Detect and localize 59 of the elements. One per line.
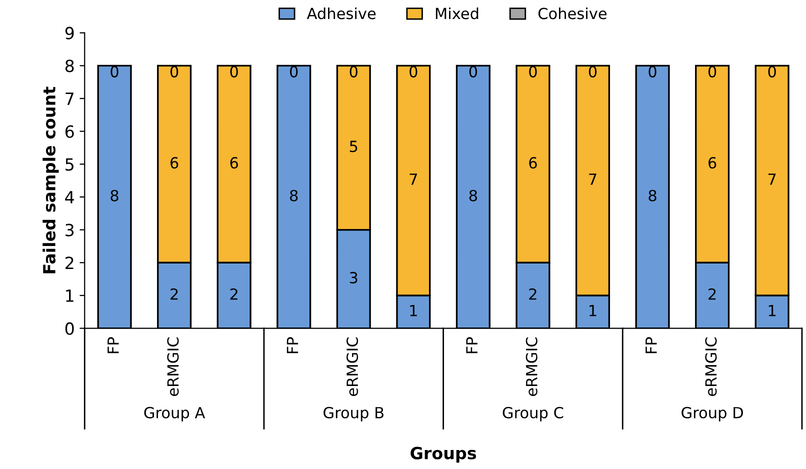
data-label: 0 <box>410 66 418 78</box>
y-tick-label: 3 <box>66 224 74 236</box>
legend-label: Cohesive <box>538 7 607 20</box>
data-label: 0 <box>469 66 478 78</box>
y-tick-label: 1 <box>66 290 74 302</box>
text: Group D <box>682 406 743 422</box>
data-label: 2 <box>529 288 536 300</box>
y-tick-label: 0 <box>65 322 74 335</box>
data-label: 0 <box>290 66 298 78</box>
data-label: 0 <box>110 66 118 78</box>
data-label: 0 <box>768 66 776 78</box>
data-label: 6 <box>230 157 238 169</box>
data-label: 2 <box>708 288 716 300</box>
data-label: 7 <box>768 174 776 185</box>
x-tick-label: FP <box>108 337 119 354</box>
data-label: 6 <box>529 157 537 169</box>
data-label: 5 <box>350 140 358 152</box>
legend-label: Adhesive <box>306 7 376 20</box>
data-label: 0 <box>588 66 597 78</box>
data-label: 0 <box>708 66 716 78</box>
x-tick-label: eRMGIC <box>705 337 717 396</box>
y-tick-label: 9 <box>65 26 74 40</box>
text: Group A <box>144 406 206 422</box>
data-label: 3 <box>350 272 358 284</box>
data-label: 0 <box>350 66 358 78</box>
y-tick-label: 6 <box>65 125 74 138</box>
data-label: 0 <box>529 66 537 78</box>
data-label: 6 <box>708 157 716 169</box>
text: Group C <box>502 406 564 422</box>
x-tick-label: eRMGIC <box>167 337 179 396</box>
data-label: 1 <box>410 304 417 316</box>
data-label: 1 <box>768 304 776 316</box>
data-label: 7 <box>410 174 417 185</box>
y-tick-label: 2 <box>66 256 74 269</box>
data-label: 8 <box>290 190 298 202</box>
y-tick-label: 5 <box>66 158 74 171</box>
y-tick-label: 7 <box>66 92 74 105</box>
data-label: 8 <box>469 190 478 202</box>
data-label: 0 <box>648 66 656 78</box>
data-label: 1 <box>590 304 596 316</box>
data-label: 7 <box>589 174 596 185</box>
y-tick-label: 8 <box>65 60 74 72</box>
y-tick-label: 4 <box>65 191 74 204</box>
legend-label: Mixed <box>436 7 478 20</box>
data-label: 8 <box>110 190 118 202</box>
x-tick-label: eRMGIC <box>346 337 358 396</box>
x-tick-label: FP <box>286 337 298 354</box>
x-tick-label: eRMGIC <box>526 337 538 396</box>
x-axis-title: Groups <box>410 446 476 463</box>
data-label: 2 <box>170 288 178 300</box>
text: Group B <box>324 406 384 422</box>
data-label: 8 <box>648 190 656 202</box>
data-label: 0 <box>230 66 238 78</box>
data-label: 0 <box>170 66 178 78</box>
data-label: 2 <box>230 288 238 300</box>
y-axis-title: Failed sample count <box>42 86 59 274</box>
x-tick-label: FP <box>646 337 657 354</box>
data-label: 6 <box>170 157 178 169</box>
x-tick-label: FP <box>466 337 478 354</box>
